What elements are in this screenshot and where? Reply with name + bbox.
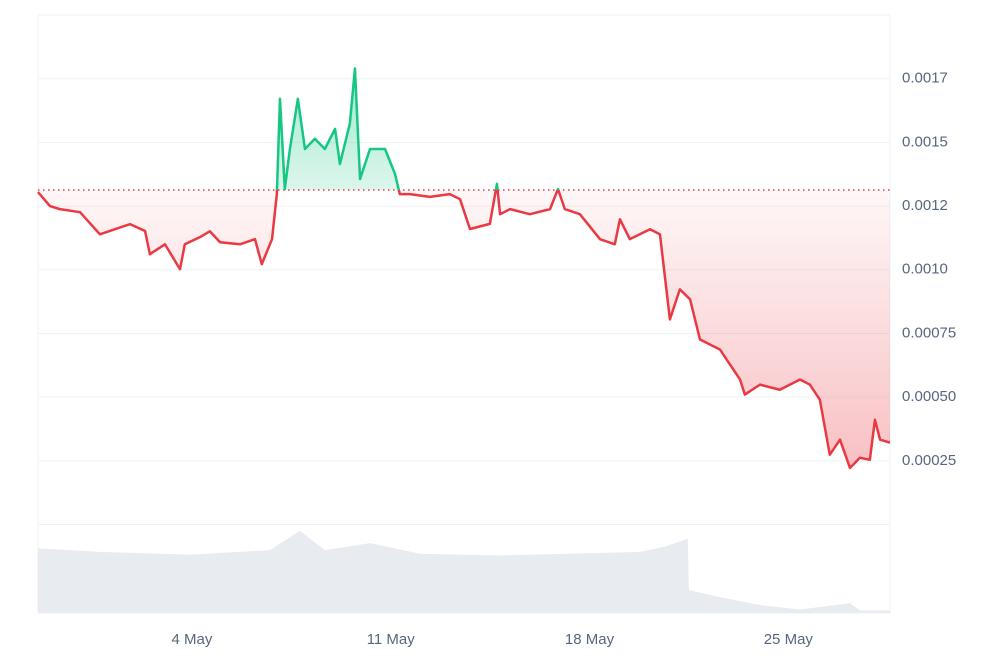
y-tick-label: 0.0012	[902, 197, 948, 214]
x-tick-label: 18 May	[565, 631, 615, 648]
x-tick-label: 4 May	[171, 631, 212, 648]
area-below-baseline	[38, 190, 890, 468]
y-tick-label: 0.0010	[902, 261, 948, 278]
x-tick-label: 25 May	[764, 631, 814, 648]
volume-area	[38, 530, 890, 613]
x-tick-label: 11 May	[367, 631, 416, 648]
y-tick-label: 0.00025	[902, 452, 956, 469]
y-tick-label: 0.0017	[902, 70, 948, 87]
price-line-down	[37, 190, 891, 470]
y-tick-label: 0.00075	[902, 324, 956, 341]
y-tick-label: 0.0015	[902, 133, 948, 150]
y-tick-label: 0.00050	[902, 388, 956, 405]
